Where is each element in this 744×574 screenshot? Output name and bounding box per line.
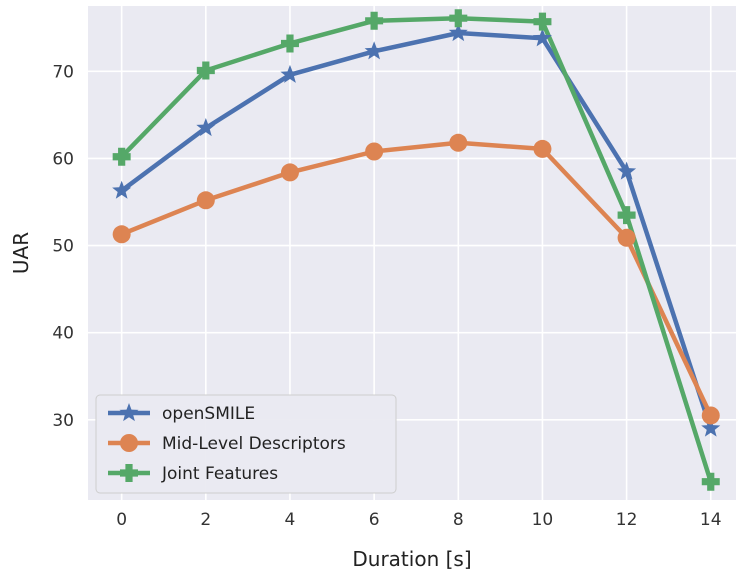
x-tick-label: 0	[116, 510, 127, 530]
data-point-mid-level-descriptors	[280, 163, 299, 182]
series-line-mid-level-descriptors	[119, 140, 713, 418]
data-point-opensmile	[364, 41, 384, 60]
data-point-opensmile	[701, 418, 721, 437]
legend: openSMILE Mid-Level Descriptors Joint Feat…	[95, 394, 397, 494]
data-point-opensmile	[112, 180, 132, 199]
legend-marker-opensmile	[119, 403, 139, 422]
data-point-joint-features	[280, 34, 299, 53]
data-point-mid-level-descriptors	[112, 225, 131, 244]
x-tick-label: 8	[453, 510, 464, 530]
data-point-mid-level-descriptors	[449, 133, 468, 152]
y-tick-label: 70	[52, 62, 74, 82]
y-tick-label: 60	[52, 149, 74, 169]
legend-marker-joint-features	[120, 464, 138, 482]
x-tick-label: 6	[369, 510, 380, 530]
data-point-opensmile	[617, 161, 637, 180]
legend-label-mid-level-descriptors: Mid-Level Descriptors	[162, 434, 346, 454]
data-point-opensmile	[448, 23, 468, 42]
data-point-opensmile	[280, 64, 300, 83]
data-point-joint-features	[449, 9, 468, 28]
data-point-mid-level-descriptors	[365, 142, 384, 161]
x-tick-label: 4	[285, 510, 296, 530]
x-tick-label: 12	[616, 510, 638, 530]
legend-marker-mid-level-descriptors	[120, 434, 138, 452]
data-point-joint-features	[112, 147, 131, 166]
x-tick-label: 10	[532, 510, 554, 530]
x-tick-label: 14	[700, 510, 722, 530]
data-point-joint-features	[533, 12, 552, 31]
data-point-mid-level-descriptors	[196, 191, 215, 210]
data-point-opensmile	[196, 117, 216, 137]
data-point-joint-features	[196, 61, 215, 80]
y-tick-label: 30	[52, 411, 74, 431]
series-line-joint-features	[119, 15, 713, 484]
data-point-joint-features	[701, 472, 720, 491]
y-axis-label: UAR	[9, 232, 33, 274]
data-point-mid-level-descriptors	[533, 139, 552, 158]
series-line-opensmile	[119, 30, 713, 431]
data-point-mid-level-descriptors	[617, 228, 636, 247]
data-point-joint-features	[617, 206, 636, 225]
x-tick-label: 2	[200, 510, 211, 530]
legend-label-opensmile: openSMILE	[162, 404, 255, 424]
legend-box	[95, 394, 397, 494]
data-point-opensmile	[532, 28, 552, 47]
y-tick-label: 40	[52, 324, 74, 344]
data-point-joint-features	[365, 11, 384, 30]
y-tick-label: 50	[52, 237, 74, 257]
legend-label-joint-features: Joint Features	[161, 464, 278, 484]
data-point-mid-level-descriptors	[701, 406, 720, 425]
x-axis-label: Duration [s]	[352, 547, 471, 571]
